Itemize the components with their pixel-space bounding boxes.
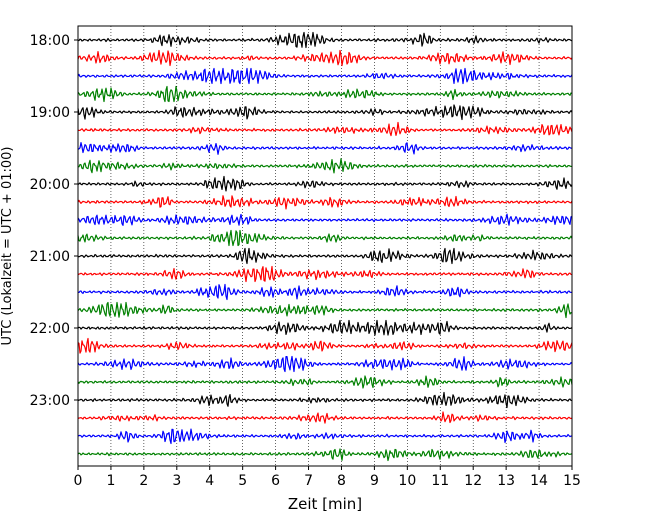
seismic-trace-line	[77, 49, 573, 67]
y-tick-label: 22:00	[30, 321, 70, 337]
x-tick-label: 0	[74, 473, 83, 489]
seismic-trace-line	[77, 375, 573, 389]
seismic-trace-line	[77, 104, 573, 121]
seismic-trace-line	[77, 428, 573, 445]
seismic-trace-line	[77, 67, 573, 85]
seismic-trace-line	[77, 31, 573, 49]
y-tick-label: 21:00	[30, 249, 70, 265]
seismic-trace-line	[77, 175, 573, 192]
x-tick-label: 11	[431, 473, 449, 489]
seismic-trace-line	[77, 229, 573, 247]
x-tick-label: 10	[398, 473, 416, 489]
y-tick-label: 20:00	[30, 177, 70, 193]
seismic-trace-line	[77, 85, 573, 103]
x-axis-ticks: 0 1 2 3 4 5 6 7 8 9 10 11 12 13 14 15	[74, 466, 581, 489]
plot-frame	[77, 25, 573, 467]
y-tick-label: 19:00	[30, 105, 70, 121]
seismic-trace-line	[77, 121, 573, 137]
seismic-trace-line	[77, 319, 573, 336]
x-tick-label: 9	[370, 473, 379, 489]
seismic-trace-line	[77, 213, 573, 226]
x-tick-label: 4	[205, 473, 214, 489]
x-tick-label: 7	[304, 473, 313, 489]
grid-lines	[110, 26, 540, 466]
x-tick-label: 6	[271, 473, 280, 489]
seismic-trace-line	[77, 391, 573, 409]
seismic-trace-line	[77, 142, 573, 155]
x-tick-label: 2	[139, 473, 148, 489]
x-tick-label: 13	[497, 473, 515, 489]
y-axis-label: UTC (Lokalzeit = UTC + 01:00)	[0, 147, 15, 346]
x-tick-label: 5	[238, 473, 247, 489]
seismic-trace-line	[77, 195, 573, 210]
seismic-trace-line	[77, 355, 573, 373]
x-tick-label: 15	[563, 473, 581, 489]
x-tick-label: 12	[464, 473, 482, 489]
plot-background	[78, 26, 572, 466]
x-axis-label: Zeit [min]	[288, 495, 362, 513]
seismic-trace-line	[77, 337, 573, 354]
seismic-trace-line	[77, 265, 573, 283]
x-tick-label: 14	[530, 473, 548, 489]
x-tick-label: 1	[106, 473, 115, 489]
seismic-trace-line	[77, 247, 573, 265]
seismic-trace-line	[77, 158, 573, 174]
seismic-trace-line	[77, 301, 573, 319]
x-tick-label: 3	[172, 473, 181, 489]
seismic-trace-line	[77, 283, 573, 301]
x-tick-label: 8	[337, 473, 346, 489]
y-axis-ticks: 18:00 19:00 20:00 21:00 22:00 23:00	[30, 33, 78, 409]
seismic-traces	[77, 31, 573, 462]
y-tick-label: 23:00	[30, 393, 70, 409]
y-tick-label: 18:00	[30, 33, 70, 49]
seismic-trace-line	[77, 411, 573, 424]
seismic-trace-line	[77, 448, 573, 462]
